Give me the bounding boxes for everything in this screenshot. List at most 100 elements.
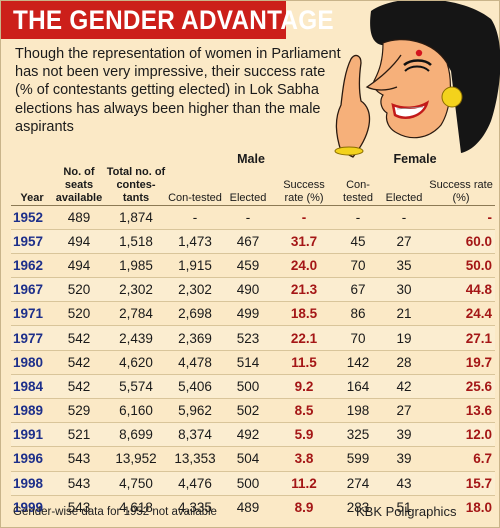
cell-female-contested: 274 — [335, 470, 382, 496]
cell-female-rate: 19.7 — [427, 349, 496, 375]
cell-male-rate: 24.0 — [273, 252, 336, 278]
table-row: 1999 543 4,618 4,335 489 8.9 283 51 18.0 — [11, 494, 496, 520]
cell-year: 1977 — [11, 325, 53, 351]
footnote: Gender-wise data for 1952 not available — [13, 506, 217, 518]
cell-male-rate: 3.8 — [273, 446, 336, 472]
cell-total: 4,618 — [105, 494, 167, 520]
cell-year: 1962 — [11, 252, 53, 278]
cell-male-rate: 9.2 — [273, 373, 336, 399]
cell-female-rate: 60.0 — [427, 228, 496, 254]
cell-male-elected: 499 — [223, 301, 273, 326]
cell-male-elected: 467 — [223, 228, 273, 254]
cell-seats: 520 — [53, 277, 105, 302]
cell-total: 2,784 — [105, 301, 167, 326]
cell-seats: 542 — [53, 349, 105, 375]
cell-seats: 489 — [53, 204, 105, 230]
cell-male-contested: 8,374 — [167, 422, 223, 447]
cell-male-contested: 5,406 — [167, 373, 223, 399]
intro-text: Though the representation of women in Pa… — [15, 46, 341, 135]
table-row: 1957 494 1,518 1,473 467 31.7 45 27 60.0 — [11, 228, 496, 254]
cell-male-contested: 2,369 — [167, 325, 223, 351]
woman-illustration — [334, 1, 500, 158]
cell-male-rate: 22.1 — [273, 325, 336, 351]
cell-male-contested: 4,335 — [167, 494, 223, 520]
cell-male-elected: 502 — [223, 397, 273, 423]
table-row: 1991 521 8,699 8,374 492 5.9 325 39 12.0 — [11, 422, 496, 447]
cell-male-elected: 523 — [223, 325, 273, 351]
table-row: 1967 520 2,302 2,302 490 21.3 67 30 44.8 — [11, 277, 496, 302]
cell-female-elected: - — [381, 204, 428, 230]
cell-female-elected: 19 — [381, 325, 428, 351]
cell-year: 1980 — [11, 349, 53, 375]
table-row: 1977 542 2,439 2,369 523 22.1 70 19 27.1 — [11, 325, 496, 351]
cell-seats: 494 — [53, 228, 105, 254]
cell-seats: 543 — [53, 446, 105, 472]
cell-male-contested: 5,962 — [167, 397, 223, 423]
cell-male-contested: 4,478 — [167, 349, 223, 375]
cell-female-contested: - — [335, 204, 382, 230]
cell-female-elected: 28 — [381, 349, 428, 375]
cell-female-rate: 27.1 — [427, 325, 496, 351]
cell-male-contested: 1,915 — [167, 252, 223, 278]
cell-female-rate: - — [427, 204, 496, 230]
cell-male-contested: 4,476 — [167, 470, 223, 496]
credit: KBK Pollgraphics — [356, 504, 457, 519]
cell-female-contested: 325 — [335, 422, 382, 447]
cell-female-rate: 12.0 — [427, 422, 496, 447]
cell-seats: 521 — [53, 422, 105, 447]
eye-shape — [404, 65, 430, 72]
cell-female-elected: 39 — [381, 422, 428, 447]
cell-male-elected: 504 — [223, 446, 273, 472]
header-female-elected: Elected — [385, 191, 423, 204]
cell-seats: 520 — [53, 301, 105, 326]
cell-female-elected: 27 — [381, 397, 428, 423]
cell-total: 6,160 — [105, 397, 167, 423]
cell-year: 1967 — [11, 277, 53, 302]
cell-female-elected: 51 — [381, 494, 428, 520]
cell-year: 1989 — [11, 397, 53, 423]
cell-year: 1957 — [11, 228, 53, 254]
header-seats: No. of seats available — [55, 165, 103, 204]
header-male: Male — [237, 152, 265, 166]
cell-male-contested: 1,473 — [167, 228, 223, 254]
cell-male-elected: 500 — [223, 470, 273, 496]
cell-male-rate: 8.9 — [273, 494, 336, 520]
cell-female-elected: 27 — [381, 228, 428, 254]
cell-seats: 542 — [53, 373, 105, 399]
cell-year: 1991 — [11, 422, 53, 447]
cell-female-rate: 18.0 — [427, 494, 496, 520]
cell-total: 1,985 — [105, 252, 167, 278]
cell-total: 5,574 — [105, 373, 167, 399]
cell-seats: 542 — [53, 325, 105, 351]
cell-male-rate: 5.9 — [273, 422, 336, 447]
page-title: THE GENDER ADVANTAGE — [13, 5, 334, 35]
table-row: 1984 542 5,574 5,406 500 9.2 164 42 25.6 — [11, 373, 496, 399]
cell-male-elected: 500 — [223, 373, 273, 399]
bangle-icon — [334, 146, 364, 156]
header-male-rate: Success rate (%) — [283, 178, 325, 204]
cell-female-rate: 44.8 — [427, 277, 496, 302]
table-row: 1971 520 2,784 2,698 499 18.5 86 21 24.4 — [11, 301, 496, 326]
cell-male-elected: 492 — [223, 422, 273, 447]
header-female: Female — [393, 152, 437, 166]
cell-male-rate: 18.5 — [273, 301, 336, 326]
cell-male-contested: 2,698 — [167, 301, 223, 326]
cell-seats: 543 — [53, 494, 105, 520]
title-band: THE GENDER ADVANTAGE — [1, 1, 334, 39]
cell-female-contested: 599 — [335, 446, 382, 472]
cell-total: 1,874 — [105, 204, 167, 230]
header-male-elected: Elected — [229, 191, 267, 204]
cell-female-contested: 283 — [335, 494, 382, 520]
cell-female-elected: 42 — [381, 373, 428, 399]
cell-total: 4,750 — [105, 470, 167, 496]
header-male-contested: Con-tested — [168, 191, 222, 204]
cell-female-elected: 35 — [381, 252, 428, 278]
cell-female-contested: 198 — [335, 397, 382, 423]
cell-male-elected: 514 — [223, 349, 273, 375]
cell-male-contested: 13,353 — [167, 446, 223, 472]
cell-male-contested: - — [167, 204, 223, 230]
cell-male-rate: 8.5 — [273, 397, 336, 423]
cell-female-contested: 45 — [335, 228, 382, 254]
cell-female-contested: 67 — [335, 277, 382, 302]
